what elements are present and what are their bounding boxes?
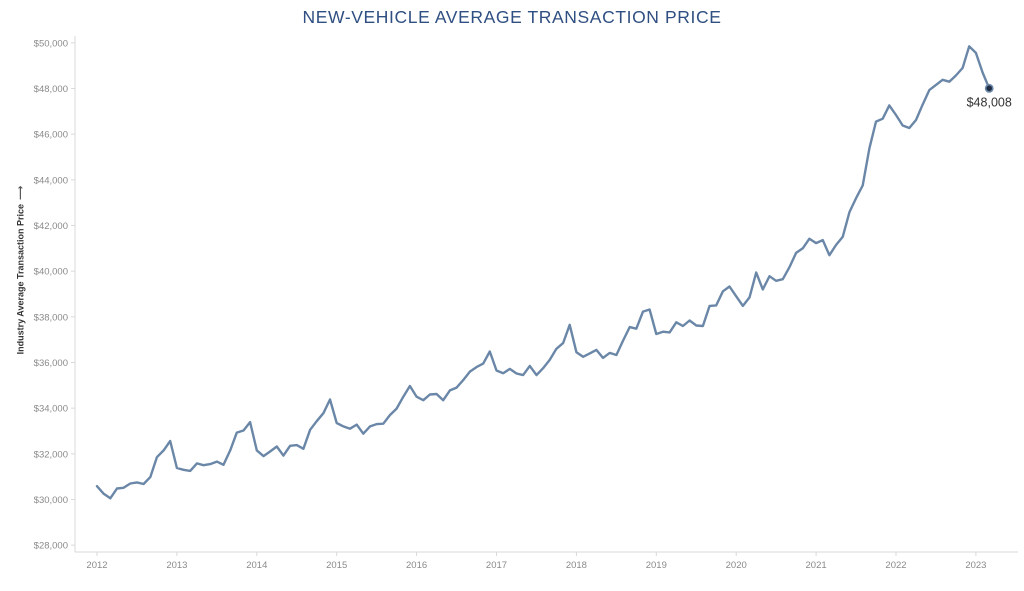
end-point-marker[interactable] [984, 83, 994, 93]
x-tick-label: 2022 [885, 560, 906, 571]
x-tick-label: 2023 [965, 560, 986, 571]
x-tick-label: 2020 [726, 560, 747, 571]
y-tick-label: $34,000 [34, 404, 68, 415]
series-line[interactable] [95, 45, 991, 500]
chart-title: NEW-VEHICLE AVERAGE TRANSACTION PRICE [302, 7, 722, 27]
x-tick-label: 2015 [326, 560, 347, 571]
x-tick-label: 2019 [646, 560, 667, 571]
x-tick-label: 2018 [566, 560, 587, 571]
y-tick-label: $44,000 [34, 175, 68, 186]
y-tick-label: $38,000 [34, 312, 68, 323]
y-tick-labels: $28,000 $30,000 $32,000 $34,000 $36,000 $38,0… [34, 38, 75, 552]
axes [74, 36, 1018, 553]
y-tick-label: $46,000 [34, 130, 68, 141]
y-tick-label: $28,000 [34, 541, 68, 552]
y-tick-label: $30,000 [34, 495, 68, 506]
x-tick-label: 2021 [806, 560, 827, 571]
y-tick-label: $36,000 [34, 358, 68, 369]
x-tick-label: 2017 [486, 560, 507, 571]
x-tick-label: 2013 [166, 560, 187, 571]
y-tick-label: $48,000 [34, 84, 68, 95]
x-tick-labels: 2012 2013 2014 2015 2016 2017 2018 2019 2020 2021… [86, 552, 986, 571]
series-group: $48,008 [95, 45, 1012, 500]
y-tick-label: $42,000 [34, 221, 68, 232]
x-tick-label: 2016 [406, 560, 427, 571]
y-tick-label: $40,000 [34, 267, 68, 278]
x-tick-label: 2014 [246, 560, 267, 571]
x-tick-label: 2012 [86, 560, 107, 571]
y-tick-label: $50,000 [34, 38, 68, 49]
end-point-label: $48,008 [967, 95, 1012, 109]
y-tick-label: $32,000 [34, 449, 68, 460]
